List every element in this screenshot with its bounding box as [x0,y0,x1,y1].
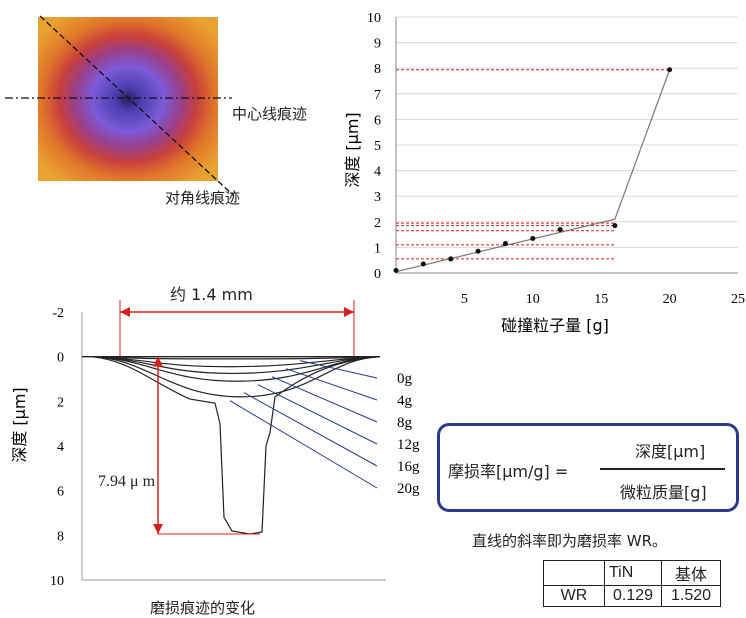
profile-y-label: 深度 [μm] [10,387,29,462]
wr-table: TiN 基体 WR 0.129 1.520 [543,560,721,607]
profile-leader-0g [299,360,378,379]
scatter-x-tick: 5 [461,292,468,307]
wr-value-tin: 0.129 [604,585,662,607]
diagonal-line [39,15,235,197]
profile-y-tick: 0 [57,351,64,366]
scatter-y-tick: 7 [374,88,381,103]
profile-series-labels: 0g 4g 8g 12g 16g 20g [397,371,420,497]
profile-curve-12g [91,356,381,382]
profile-y-tick: 6 [57,485,64,500]
profile-annotations [119,300,355,535]
scatter-y-label: 深度 [μm] [343,112,362,187]
scatter-y-tick: 9 [374,37,381,52]
scatter-reference-lines [396,69,670,260]
profile-y-tick: 2 [57,395,64,410]
wr-value-substrate: 1.520 [661,585,721,607]
profile-curve-16g [91,356,381,398]
scatter-grid [395,16,738,274]
profile-curve-20g [91,356,381,535]
profile-leader-16g [243,392,378,467]
scatter-y-tick: 2 [374,216,381,231]
profile-depth-label: 7.94 μ m [98,473,156,490]
profile-series-label-20g: 20g [397,481,420,497]
scatter-point [393,267,399,273]
profile-curve-8g [91,356,381,375]
formula-denominator: 微粒质量[g] [620,483,707,502]
wear-rate-formula: 摩损率[μm/g] = 深度[μm] 微粒质量[g] [437,423,739,512]
scatter-y-tick: 3 [374,190,381,205]
profile-series-label-4g: 4g [397,393,413,409]
width-arrow-right [344,307,354,317]
scatter-points [393,67,673,273]
scatter-y-tick: 8 [374,62,381,77]
diagonal-line-label: 对角线痕迹 [165,189,241,207]
scatter-x-tick: 25 [731,292,745,307]
wr-header-empty [543,560,605,586]
scatter-y-tick: 10 [367,11,381,26]
scatter-point [530,235,536,241]
profile-curve-0g [91,356,381,360]
scatter-y-tick: 6 [374,113,381,128]
center-line-label: 中心线痕迹 [232,105,308,123]
profile-series-label-12g: 12g [397,437,420,453]
profile-y-tick: 8 [57,529,64,544]
scatter-point [667,67,673,73]
scatter-point [420,261,426,267]
slope-note: 直线的斜率即为磨损率 WR。 [472,532,668,550]
scatter-y-tick: 0 [374,267,381,282]
profile-leader-lines [229,360,378,489]
scatter-point [502,241,508,247]
scatter-x-tick: 15 [594,292,608,307]
profile-caption: 磨损痕迹的变化 [150,599,256,617]
profile-y-tick: -2 [52,306,64,321]
scatter-x-ticks: 5 10 15 20 25 [461,292,745,307]
profile-series-label-16g: 16g [397,459,420,475]
formula-fraction-bar [600,468,725,470]
profile-series-label-0g: 0g [397,371,413,387]
scatter-fit-line [395,69,671,273]
profile-curve-4g [91,356,381,368]
profile-leader-20g [229,400,378,489]
profile-curves [82,355,381,535]
scatter-point [612,223,618,229]
scatter-y-ticks: 0 1 2 3 4 5 6 7 8 9 10 [367,11,381,282]
scatter-point [557,226,563,232]
profile-y-tick: 4 [57,440,64,455]
scatter-point [448,256,454,262]
scatter-y-tick: 1 [374,241,381,256]
formula-lhs: 摩损率[μm/g] = [448,462,569,481]
wr-row-label: WR [543,585,605,607]
scatter-y-tick: 5 [374,139,381,154]
profile-width-label: 约 1.4 mm [170,285,253,304]
wr-table-row: WR 0.129 1.520 [543,585,721,607]
scatter-fit-polyline [395,69,671,273]
wr-header-tin: TiN [604,560,662,586]
scatter-point [475,248,481,254]
formula-numerator: 深度[μm] [635,442,706,461]
profile-series-label-8g: 8g [397,415,413,431]
scatter-x-tick: 20 [663,292,677,307]
scatter-y-tick: 4 [374,165,381,180]
depth-arrow-top [153,356,163,367]
profile-leader-8g [271,376,378,423]
profile-leader-12g [257,384,378,445]
width-arrow-left [120,307,130,317]
wr-header-substrate: 基体 [661,560,721,586]
profile-y-tick: 10 [50,574,64,589]
scatter-x-label: 碰撞粒子量 [g] [501,316,609,335]
depth-arrow-bottom [153,523,163,534]
scatter-x-tick: 10 [526,292,540,307]
profile-leader-4g [285,368,378,401]
wr-table-header: TiN 基体 [543,560,721,586]
profile-y-ticks: -2 0 2 4 6 8 10 [50,306,64,589]
